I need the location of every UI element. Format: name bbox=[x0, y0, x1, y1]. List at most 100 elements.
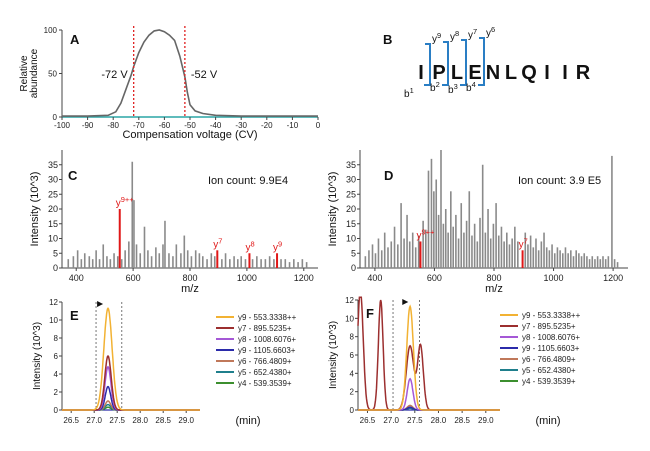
y-axis-title: Intensity (10^3) bbox=[327, 172, 339, 247]
panel-letter: B bbox=[383, 32, 392, 47]
b-ion-label: b4 bbox=[466, 80, 476, 94]
x-tick-label: 800 bbox=[486, 273, 501, 283]
cv-curve bbox=[62, 29, 318, 117]
highlight-label: y8 bbox=[245, 239, 254, 253]
legend-label: y9 - 553.3338++ bbox=[522, 311, 581, 320]
x-tick-label: 29.0 bbox=[178, 416, 194, 425]
x-tick-label: 400 bbox=[69, 273, 84, 283]
x-tick-label: 800 bbox=[182, 273, 197, 283]
y-axis-title: Intensity (10^3) bbox=[328, 321, 339, 389]
xic-trace bbox=[62, 365, 200, 411]
highlight-label: y9 bbox=[273, 239, 282, 253]
y-tick-label: 20 bbox=[346, 204, 356, 214]
legend-label: y4 - 539.3539+ bbox=[522, 377, 576, 386]
y-tick-label: 35 bbox=[48, 160, 58, 170]
y-tick-label: 10 bbox=[346, 234, 356, 244]
x-tick-label: 1200 bbox=[294, 273, 314, 283]
x-tick-label: 28.5 bbox=[454, 416, 470, 425]
x-tick-label: 1200 bbox=[603, 273, 623, 283]
x-tick-label: -30 bbox=[235, 121, 247, 130]
panel-letter: C bbox=[68, 168, 78, 183]
x-tick-label: 26.5 bbox=[63, 416, 79, 425]
x-tick-label: 600 bbox=[126, 273, 141, 283]
residue: I bbox=[544, 62, 550, 84]
y-tick-label: 4 bbox=[54, 370, 59, 379]
xic-trace bbox=[358, 343, 500, 411]
legend-label: y9 - 1105.6603+ bbox=[522, 344, 580, 353]
x-axis-title: (min) bbox=[535, 415, 560, 427]
y-tick-label: 25 bbox=[346, 189, 356, 199]
cv-marker-label: -72 V bbox=[101, 69, 128, 81]
y-tick-label: 0 bbox=[351, 263, 356, 273]
b-ion-label: b3 bbox=[448, 82, 458, 96]
panel-a: -100 -90 -80 -70 -60 -50 -40 -30 -20 -10 0050100-7… bbox=[19, 26, 321, 141]
y-tick-label: 5 bbox=[351, 248, 356, 258]
xic-trace bbox=[62, 385, 200, 411]
panel-letter: A bbox=[70, 32, 80, 47]
xic-trace bbox=[62, 400, 200, 411]
x-tick-label: 28.5 bbox=[155, 416, 171, 425]
y-ion-label: y8 bbox=[450, 29, 459, 43]
b-ion-bracket bbox=[478, 57, 485, 86]
x-tick-label: 0 bbox=[316, 121, 321, 130]
y-tick-label: 10 bbox=[49, 316, 58, 325]
x-tick-label: -80 bbox=[107, 121, 119, 130]
y-tick-label: 8 bbox=[350, 333, 355, 342]
y-tick-label: 5 bbox=[53, 248, 58, 258]
x-tick-label: -100 bbox=[54, 121, 71, 130]
ion-count: Ion count: 3.9 E5 bbox=[518, 175, 601, 187]
legend-label: y4 - 539.3539+ bbox=[238, 379, 292, 388]
y-tick-label: 10 bbox=[48, 234, 58, 244]
ion-count: Ion count: 9.9E4 bbox=[208, 175, 288, 187]
y-tick-label: 6 bbox=[350, 351, 355, 360]
x-axis-title: Compensation voltage (CV) bbox=[122, 129, 257, 141]
panel-letter: F bbox=[366, 306, 374, 321]
residue: L bbox=[505, 62, 517, 84]
x-tick-label: 27.5 bbox=[407, 416, 423, 425]
b-ion-bracket bbox=[460, 57, 467, 86]
b-ion-label: b1 bbox=[404, 86, 414, 100]
residue: L bbox=[451, 62, 463, 84]
x-axis-title: (min) bbox=[235, 415, 260, 427]
residue: I bbox=[418, 62, 424, 84]
x-tick-label: 27.5 bbox=[109, 416, 125, 425]
x-tick-label: 28.0 bbox=[132, 416, 148, 425]
y-axis-title: Intensity (10^3) bbox=[29, 172, 41, 247]
y-ion-label: y9 bbox=[432, 31, 441, 45]
residue: Q bbox=[521, 62, 537, 84]
y-axis-title: Relativeabundance bbox=[19, 48, 40, 98]
y-tick-label: 0 bbox=[53, 113, 58, 122]
y-tick-label: 12 bbox=[345, 296, 354, 305]
x-tick-label: 1000 bbox=[544, 273, 564, 283]
xic-trace bbox=[62, 354, 200, 411]
x-tick-label: 26.5 bbox=[360, 416, 376, 425]
residue: I bbox=[562, 62, 568, 84]
y-tick-label: 25 bbox=[48, 189, 58, 199]
y-tick-label: 15 bbox=[48, 219, 58, 229]
legend-label: y7 - 895.5235+ bbox=[522, 322, 576, 331]
residue: E bbox=[468, 62, 481, 84]
x-tick-label: -50 bbox=[184, 121, 196, 130]
y-tick-label: 8 bbox=[54, 334, 59, 343]
y-tick-label: 0 bbox=[53, 263, 58, 273]
residue: N bbox=[486, 62, 500, 84]
x-tick-label: -90 bbox=[82, 121, 94, 130]
y-tick-label: 30 bbox=[48, 175, 58, 185]
legend-label: y8 - 1008.6076+ bbox=[238, 335, 296, 344]
x-axis-title: m/z bbox=[485, 283, 503, 295]
legend-label: y6 - 766.4809+ bbox=[522, 355, 576, 364]
y-tick-label: 50 bbox=[48, 70, 57, 79]
xic-trace bbox=[358, 304, 500, 411]
x-tick-label: 29.0 bbox=[478, 416, 494, 425]
x-tick-label: -10 bbox=[287, 121, 299, 130]
y-tick-label: 10 bbox=[345, 314, 354, 323]
highlight-label: y7 bbox=[519, 236, 528, 250]
y-axis-title: Intensity (10^3) bbox=[32, 322, 43, 390]
apex-marker bbox=[97, 301, 104, 307]
x-tick-label: 27.0 bbox=[383, 416, 399, 425]
y-tick-label: 100 bbox=[44, 26, 58, 35]
b-ion-bracket bbox=[442, 57, 449, 86]
xic-trace bbox=[62, 307, 200, 411]
